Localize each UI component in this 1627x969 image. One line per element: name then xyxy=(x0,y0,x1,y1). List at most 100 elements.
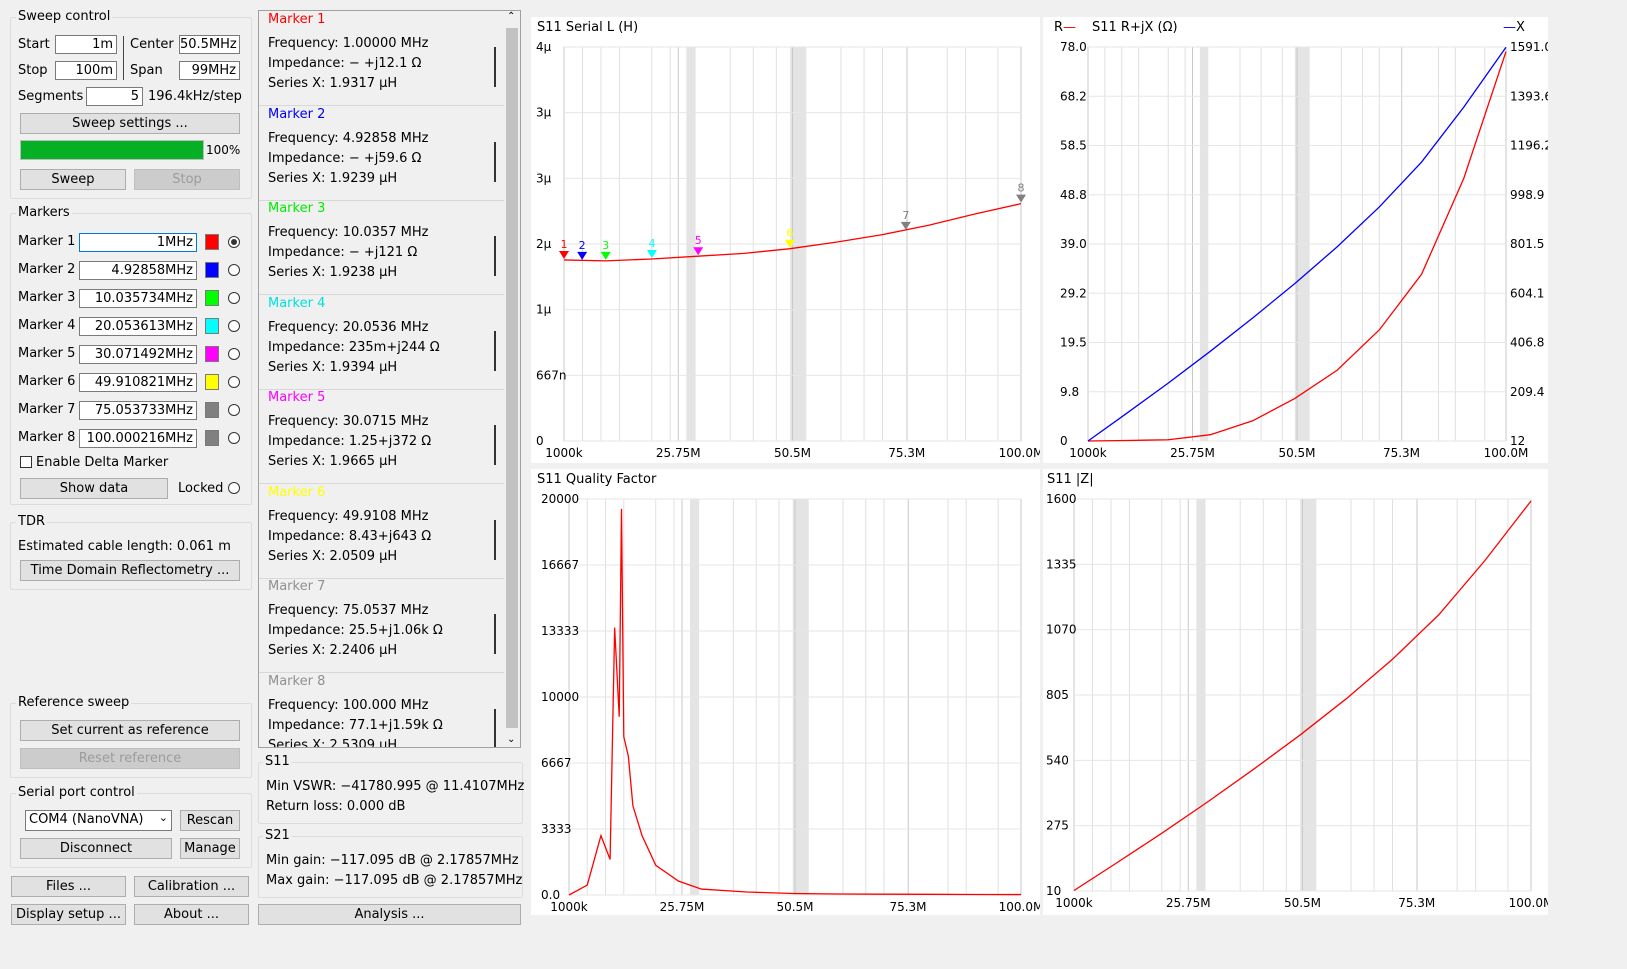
marker-detail-series: Series X: 2.5309 μH xyxy=(268,737,398,748)
chart-abs-z-plot: 10 275 540 805 1070 1335 1600 1000k 25.75M 50.5M 7… xyxy=(1046,492,1548,910)
marker-detail-title: Marker 5 xyxy=(268,390,326,405)
manage-button[interactable]: Manage xyxy=(180,838,240,859)
marker-5-frequency-input[interactable]: 30.071492MHz xyxy=(79,345,197,364)
start-input[interactable]: 1m xyxy=(55,35,117,54)
marker-5-color-swatch[interactable] xyxy=(205,346,219,362)
stop-input[interactable]: 100m xyxy=(55,61,117,80)
chevron-up-icon[interactable]: ⌃ xyxy=(507,11,516,22)
marker-detail-title: Marker 4 xyxy=(268,295,326,311)
marker-4-frequency-input[interactable]: 20.053613MHz xyxy=(79,317,197,336)
marker-6-color-swatch[interactable] xyxy=(205,374,219,390)
marker-3-frequency-input[interactable]: 10.035734MHz xyxy=(79,289,197,308)
marker-7-select-radio[interactable] xyxy=(228,404,240,416)
marker-detail-series: Series X: 1.9317 μH xyxy=(268,76,398,91)
about-button[interactable]: About ... xyxy=(134,904,249,925)
files-button[interactable]: Files ... xyxy=(11,876,126,897)
display-setup-button[interactable]: Display setup ... xyxy=(11,904,126,925)
marker-detail-block: Marker 4 Frequency: 20.0536 MHz Impedance:… xyxy=(259,295,504,390)
y-tick-label: 0.0 xyxy=(541,888,560,902)
marker-4-select-radio[interactable] xyxy=(228,320,240,332)
segments-input[interactable]: 5 xyxy=(86,87,143,106)
center-label: Center xyxy=(130,37,174,52)
marker-detail-impedance: Impedance: 77.1+j1.59k Ω xyxy=(268,717,443,733)
center-input[interactable]: 50.5MHz xyxy=(179,35,240,54)
marker-1-select-radio[interactable] xyxy=(228,236,240,248)
marker-8-color-swatch[interactable] xyxy=(205,430,219,446)
stop-button[interactable]: Stop xyxy=(134,169,240,190)
legend-x-swatch: — xyxy=(1503,20,1516,35)
chart-quality-factor[interactable]: S11 Quality Factor 0.0 3333 6667 10000 13333… xyxy=(531,469,1040,915)
set-reference-button[interactable]: Set current as reference xyxy=(20,720,240,741)
marker-triangle xyxy=(577,251,588,260)
scrollbar-thumb[interactable] xyxy=(506,28,518,728)
chart-quality-factor-plot: 0.0 3333 6667 10000 13333 16667 20000 1000k 25.7… xyxy=(541,492,1040,914)
marker-3-select-radio[interactable] xyxy=(228,292,240,304)
marker-triangle xyxy=(600,251,611,260)
marker-details-panel[interactable]: Marker 1 Frequency: 1.00000 MHz Impedance:… xyxy=(258,10,521,748)
marker-3-color-swatch[interactable] xyxy=(205,290,219,306)
disconnect-button[interactable]: Disconnect xyxy=(20,838,172,859)
tdr-title: TDR xyxy=(16,514,47,529)
serial-port-title: Serial port control xyxy=(16,785,137,800)
y-tick-label: 3μ xyxy=(536,171,552,185)
marker-6-select-radio[interactable] xyxy=(228,376,240,388)
marker-1-color-swatch[interactable] xyxy=(205,234,219,250)
locked-radio[interactable] xyxy=(228,482,240,494)
marker-7-color-swatch[interactable] xyxy=(205,402,219,418)
marker-7-frequency-input[interactable]: 75.053733MHz xyxy=(79,401,197,420)
x-tick-label: 50.5M xyxy=(774,446,811,460)
y-tick-label: 0 xyxy=(536,434,544,448)
marker-8-select-radio[interactable] xyxy=(228,432,240,444)
x-tick-label: 100.0M xyxy=(999,446,1040,460)
marker-detail-series: Series X: 1.9665 μH xyxy=(268,454,398,469)
reset-reference-button[interactable]: Reset reference xyxy=(20,748,240,769)
y-tick-label: 48.8 xyxy=(1060,188,1087,202)
tdr-button[interactable]: Time Domain Reflectometry ... xyxy=(20,560,240,581)
chart-abs-z[interactable]: S11 |Z| 10 275 540 805 1070 1335 1600 1000k 25.7… xyxy=(1043,469,1548,915)
marker-detail-divider xyxy=(494,141,496,182)
marker-5-select-radio[interactable] xyxy=(228,348,240,360)
chart-serial-l[interactable]: S11 Serial L (H) 0 667n 1μ 2μ 3μ 3μ 4μ 1000k 25.… xyxy=(531,17,1040,463)
chart-r-jx[interactable]: S11 R+jX (Ω) R— —X 0 9.8 19.5 29.2 39.0 48.8 5… xyxy=(1043,17,1548,463)
marker-1-frequency-input[interactable]: 1MHz xyxy=(79,233,197,252)
marker-4-color-swatch[interactable] xyxy=(205,318,219,334)
series-line xyxy=(1087,46,1507,442)
port-select[interactable]: COM4 (NanoVNA) ⌄ xyxy=(25,810,172,831)
y-tick-label-right: 406.8 xyxy=(1510,336,1544,350)
y-tick-label: 39.0 xyxy=(1060,237,1087,251)
marker-detail-title: Marker 7 xyxy=(268,579,326,594)
marker-detail-series: Series X: 1.9239 μH xyxy=(268,170,398,186)
sweep-button[interactable]: Sweep xyxy=(20,169,126,190)
marker-detail-divider xyxy=(494,614,496,654)
sweep-settings-button[interactable]: Sweep settings ... xyxy=(20,113,240,134)
x-tick-label: 1000k xyxy=(545,446,583,460)
x-tick-label: 25.75M xyxy=(1166,896,1211,910)
span-input[interactable]: 99MHz xyxy=(179,61,240,80)
rescan-button[interactable]: Rescan xyxy=(180,810,240,831)
y-tick-label: 16667 xyxy=(541,558,579,572)
marker-label: 7 xyxy=(902,209,909,222)
enable-delta-checkbox[interactable] xyxy=(20,456,32,468)
analysis-button[interactable]: Analysis ... xyxy=(258,904,521,925)
marker-label: 8 xyxy=(1018,182,1025,195)
x-tick-label: 50.5M xyxy=(1278,446,1315,460)
enable-delta-label: Enable Delta Marker xyxy=(36,455,169,470)
marker-2-color-swatch[interactable] xyxy=(205,262,219,278)
marker-label: 4 xyxy=(648,237,655,250)
y-tick-label: 540 xyxy=(1046,753,1069,767)
series-line xyxy=(1087,51,1507,442)
marker-2-frequency-input[interactable]: 4.92858MHz xyxy=(79,261,197,280)
marker-details-scrollbar[interactable]: ⌃ ⌄ xyxy=(504,11,520,747)
step-text: 196.4kHz/step xyxy=(148,89,242,104)
calibration-button[interactable]: Calibration ... xyxy=(134,876,249,897)
marker-detail-title: Marker 3 xyxy=(268,201,326,216)
y-tick-label-right: 209.4 xyxy=(1510,385,1544,399)
y-tick-label: 275 xyxy=(1046,819,1069,833)
marker-6-frequency-input[interactable]: 49.910821MHz xyxy=(79,373,197,392)
show-data-button[interactable]: Show data xyxy=(20,478,168,499)
stop-label: Stop xyxy=(18,63,48,78)
marker-2-select-radio[interactable] xyxy=(228,264,240,276)
marker-8-frequency-input[interactable]: 100.000216MHz xyxy=(79,429,197,448)
marker-triangle xyxy=(784,239,795,248)
chevron-down-icon[interactable]: ⌄ xyxy=(507,734,516,745)
